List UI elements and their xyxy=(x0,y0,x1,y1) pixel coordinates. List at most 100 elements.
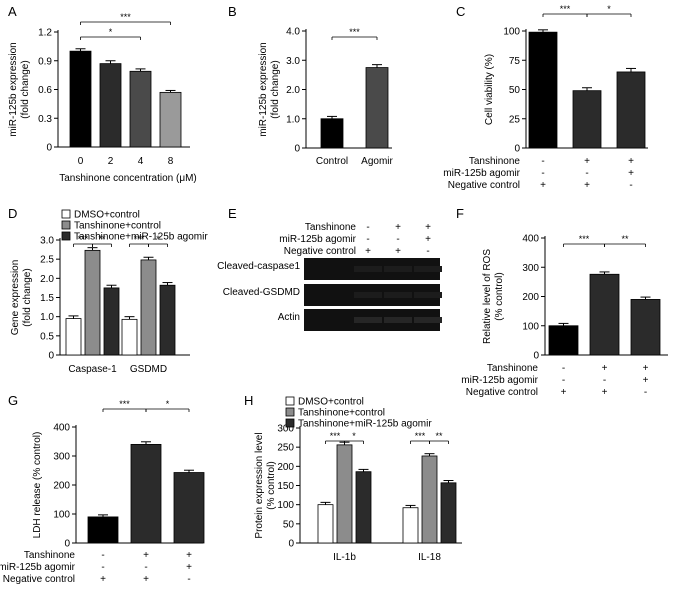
panel-a-y-label: (fold change) xyxy=(20,60,31,118)
panel-h-y-tick-label: 250 xyxy=(277,443,294,454)
panel-c-y-tick-label: 0 xyxy=(514,144,520,155)
panel-h-legend-label: Tanshinone+miR-125b agomir xyxy=(298,419,432,430)
panel-b-y-tick-label: 1.0 xyxy=(286,114,300,125)
panel-b-y-tick-label: 3.0 xyxy=(286,56,300,67)
panel-e-blot-band xyxy=(354,317,382,323)
panel-g-y-tick-label: 100 xyxy=(53,510,70,521)
panel-b-sig-label: *** xyxy=(349,27,360,37)
panel-c-treatment-label: Negative control xyxy=(448,180,520,191)
panel-b-y-tick-label: 2.0 xyxy=(286,85,300,96)
panel-h-legend-swatch xyxy=(285,407,295,417)
panel-b-y-tick-label: 0 xyxy=(294,144,300,155)
panel-a-y-tick-label: 0 xyxy=(46,143,52,154)
panel-h-legend-swatch xyxy=(285,396,295,406)
panel-f-treatment-sign: - xyxy=(562,375,565,386)
panel-g-y-tick-label: 200 xyxy=(53,481,70,492)
panel-d-y-tick-label: 3.0 xyxy=(40,236,54,247)
panel-d-legend-label: Tanshinone+control xyxy=(74,221,161,232)
panel-letter-e: E xyxy=(228,206,237,221)
panel-f-treatment-sign: + xyxy=(602,363,608,374)
panel-d-bar xyxy=(84,249,101,356)
panel-g-y-tick-label: 300 xyxy=(53,452,70,463)
panel-e-blot-band xyxy=(414,317,442,323)
panel-c-treatment-sign: - xyxy=(585,168,588,179)
panel-g-sig-label: *** xyxy=(119,399,130,409)
panel-letter-h: H xyxy=(244,393,253,408)
panel-b-x-tick-label: Agomir xyxy=(361,156,393,167)
panel-h-x-tick-label: IL-1b xyxy=(333,552,356,563)
panel-g-treatment-label: miR-125b agomir xyxy=(0,562,76,573)
panel-c-bar xyxy=(572,90,602,149)
panel-b-x-tick-label: Control xyxy=(316,156,348,167)
panel-f-y-tick-label: 100 xyxy=(522,321,539,332)
panel-g-treatment-sign: - xyxy=(101,550,104,561)
panel-f-treatment-sign: - xyxy=(562,363,565,374)
panel-c-treatment-sign: - xyxy=(541,156,544,167)
panel-d-y-tick-label: 2.5 xyxy=(40,255,54,266)
panel-c-y-tick-label: 75 xyxy=(509,56,521,67)
panel-e-blot-band xyxy=(414,266,442,272)
panel-g-sig-label: * xyxy=(166,399,170,409)
panel-c-y-tick-label: 50 xyxy=(509,85,521,96)
panel-g-y-label: LDH release (% control) xyxy=(32,432,43,539)
panel-c-treatment-sign: + xyxy=(584,156,590,167)
panel-h-y-tick-label: 50 xyxy=(283,519,295,530)
panel-d-y-label: Gene expression xyxy=(10,260,21,336)
panel-b-y-tick-label: 4.0 xyxy=(286,27,300,38)
panel-f-sig-label: *** xyxy=(579,234,590,244)
panel-c-treatment-sign: + xyxy=(584,180,590,191)
panel-b-y-label: miR-125b expression xyxy=(258,42,269,137)
panel-d-y-tick-label: 0 xyxy=(48,351,54,362)
panel-g-treatment-sign: + xyxy=(143,574,149,585)
panel-h-sig-label: *** xyxy=(415,431,426,441)
panel-e-treatment-label: Tanshinone xyxy=(305,222,357,233)
panel-f-treatment-sign: + xyxy=(602,387,608,398)
panel-a-sig-label: *** xyxy=(120,12,131,22)
panel-e-treatment-sign: + xyxy=(365,246,371,257)
panel-f-treatment-sign: - xyxy=(603,375,606,386)
panel-letter-c: C xyxy=(456,4,465,19)
panel-f-treatment-label: Tanshinone xyxy=(487,363,539,374)
panel-c-bar xyxy=(528,31,558,149)
panel-f-bar xyxy=(548,325,579,356)
panel-a-y-tick-label: 1.2 xyxy=(38,28,52,39)
panel-e-blot-band xyxy=(414,292,442,298)
panel-h-legend-swatch xyxy=(285,418,295,428)
panel-b-bar xyxy=(365,67,389,149)
panel-d-y-tick-label: 0.5 xyxy=(40,331,54,342)
panel-g-bar xyxy=(130,443,162,544)
panel-e-treatment-sign: + xyxy=(395,222,401,233)
panel-f-treatment-label: Negative control xyxy=(466,387,538,398)
panel-e-band-label: Actin xyxy=(278,312,300,323)
panel-h-bar xyxy=(355,471,372,544)
panel-g-treatment-sign: + xyxy=(186,550,192,561)
panel-f-treatment-sign: + xyxy=(561,387,567,398)
panel-d-y-tick-label: 2.0 xyxy=(40,274,54,285)
panel-a-y-label: miR-125b expression xyxy=(8,42,19,137)
panel-c-y-tick-label: 25 xyxy=(509,114,521,125)
panel-g-bar xyxy=(173,472,205,544)
panel-c-treatment-sign: + xyxy=(540,180,546,191)
panel-h-sig-label: *** xyxy=(330,431,341,441)
panel-h-x-tick-label: IL-18 xyxy=(418,552,441,563)
panel-d-y-label: (fold change) xyxy=(22,268,33,326)
panel-a-y-tick-label: 0.6 xyxy=(38,85,52,96)
panel-e-treatment-label: miR-125b agomir xyxy=(279,234,356,245)
panel-letter-f: F xyxy=(456,206,464,221)
panel-g-treatment-label: Tanshinone xyxy=(24,550,76,561)
panel-e-treatment-label: Negative control xyxy=(284,246,356,257)
panel-h-y-label: Protein expression level xyxy=(254,432,265,538)
panel-a-bar xyxy=(159,91,182,148)
panel-g-treatment-sign: - xyxy=(101,562,104,573)
panel-f-bar xyxy=(589,273,620,356)
panel-d-y-tick-label: 1.5 xyxy=(40,293,54,304)
panel-a-x-tick-label: 8 xyxy=(168,156,174,167)
panel-d-x-tick-label: GSDMD xyxy=(130,364,167,375)
panel-e-treatment-sign: - xyxy=(426,246,429,257)
panel-c-bar xyxy=(616,71,646,149)
panel-h-y-tick-label: 200 xyxy=(277,462,294,473)
panel-e-treatment-sign: - xyxy=(366,222,369,233)
panel-c-treatment-label: Tanshinone xyxy=(469,156,521,167)
panel-c-treatment-sign: + xyxy=(628,156,634,167)
panel-a-x-label: Tanshinone concentration (μM) xyxy=(59,173,197,184)
